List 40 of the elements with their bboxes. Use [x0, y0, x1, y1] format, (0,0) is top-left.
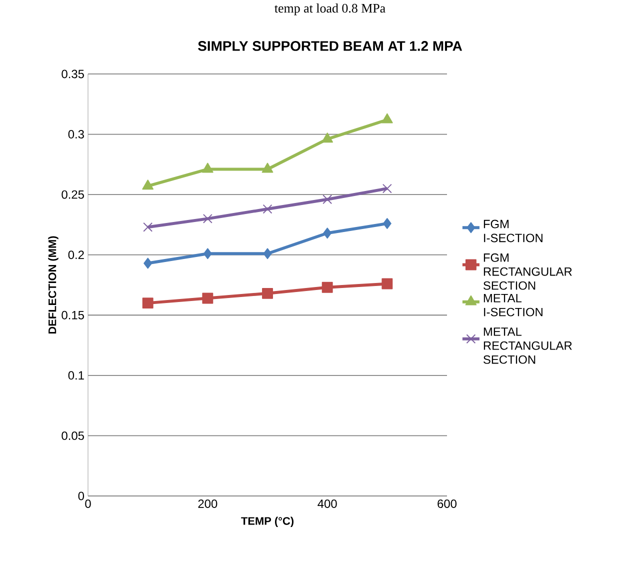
- y-tick-label: 0.25: [62, 190, 84, 199]
- point: [323, 228, 332, 239]
- y-tick-label: 0: [78, 492, 84, 500]
- x-tick-label: 400: [318, 500, 337, 508]
- point: [202, 162, 214, 173]
- point: [202, 214, 212, 224]
- point: [142, 298, 154, 309]
- point: [322, 282, 333, 293]
- point: [262, 288, 273, 299]
- point: [202, 292, 214, 304]
- y-tick-label: 0.1: [68, 371, 84, 380]
- x-axis-title: TEMP (°C): [241, 516, 294, 528]
- point: [382, 218, 392, 229]
- x-tick-label: 0: [85, 500, 91, 508]
- point: [263, 248, 272, 260]
- point: [322, 132, 334, 143]
- y-tick-label: 0.2: [68, 250, 84, 260]
- point: [382, 278, 393, 290]
- y-tick-label: 0.3: [68, 130, 84, 138]
- point: [381, 113, 393, 124]
- legend-label: FGM I-SECTION: [484, 220, 542, 242]
- y-tick-label: 0.05: [62, 431, 84, 440]
- point: [203, 248, 212, 260]
- point: [382, 184, 392, 194]
- y-tick-label: 0.15: [62, 310, 84, 320]
- legend-label: FGM RECTANGULAR SECTION: [484, 253, 572, 290]
- point: [143, 222, 153, 232]
- point: [144, 258, 152, 269]
- point: [322, 194, 332, 204]
- x-tick-label: 600: [438, 500, 457, 508]
- legend-label: METAL RECTANGULAR SECTION: [484, 328, 572, 364]
- chart-title: SIMPLY SUPPORTED BEAM AT 1.2 MPA: [198, 41, 462, 51]
- y-tick-label: 0.35: [62, 70, 84, 78]
- y-axis-title: DEFLECTION (MM): [48, 236, 58, 334]
- text: temp at load 0.8 MPa: [274, 4, 386, 16]
- point: [262, 204, 272, 214]
- point: [262, 162, 274, 173]
- point: [142, 180, 154, 190]
- x-tick-label: 200: [198, 500, 218, 508]
- legend-label: METAL I-SECTION: [484, 294, 542, 316]
